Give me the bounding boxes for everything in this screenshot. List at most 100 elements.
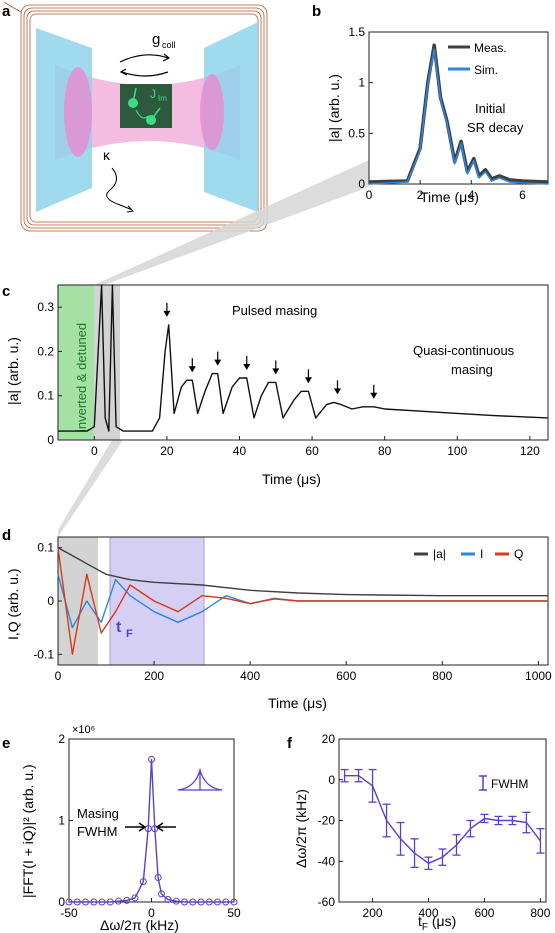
xtick-label-c-6: 120 <box>520 444 540 458</box>
peak-arrow-head-7 <box>370 392 378 399</box>
crystal <box>120 84 172 128</box>
data-point-e-5 <box>106 898 114 906</box>
zoom-wedge-b <box>94 160 369 285</box>
ytick-label-b-1: 0.5 <box>348 126 365 140</box>
peak-arrow-head-0 <box>163 310 171 317</box>
ytick-label-d-1: 0 <box>47 594 54 608</box>
ylabel-b: |a| (arb. u.) <box>326 74 342 142</box>
ytick-label-c-1: 0.1 <box>37 389 54 403</box>
annotation-e-1: Masing <box>77 806 119 821</box>
gcoll-sub: coll <box>162 40 176 50</box>
series-line-c-0 <box>58 284 549 432</box>
data-point-e-16 <box>172 897 180 905</box>
annotation-b-2: SR decay <box>467 120 524 135</box>
loss-arrow <box>106 167 133 211</box>
j-label: J <box>150 87 156 101</box>
xtick-label-b-2: 4 <box>468 188 475 202</box>
ytick-label-c-0: 0 <box>47 433 54 447</box>
xtick-label-b-1: 2 <box>417 188 424 202</box>
data-point-e-17 <box>181 898 188 906</box>
xtick-label-b-3: 6 <box>519 188 526 202</box>
plot-frame-c <box>57 284 549 441</box>
xtick-label-e-1: 0 <box>148 906 155 920</box>
ytick-label-e-0: 0 <box>58 895 65 909</box>
gcoll-arrow-top <box>119 54 169 63</box>
ylabel-d: I,Q (arb. u.) <box>5 568 21 640</box>
xtick-label-f-3: 800 <box>530 906 550 920</box>
panel-label-a: a <box>2 3 11 20</box>
data-point-e-3 <box>90 898 98 906</box>
annotation-pulsed: Pulsed masing <box>232 303 317 318</box>
xtick-label-c-5: 100 <box>447 444 467 458</box>
peak-arrow-head-1 <box>188 366 196 373</box>
ticks-d: 0 200 400 600 800 1000-0.100.1 <box>33 541 552 683</box>
spin-arrows <box>132 87 161 121</box>
right-mirror-face <box>200 74 224 150</box>
series-line-b-0 <box>368 43 549 184</box>
band-tF <box>109 536 205 666</box>
xlabel-d: Time (μs) <box>268 695 327 711</box>
xtick-label-f-2: 600 <box>474 906 494 920</box>
data-point-e-18 <box>189 898 197 906</box>
band-zoom-d <box>58 537 98 665</box>
inset-lineshape-icon <box>177 767 223 791</box>
xtick-label-c-0: 0 <box>91 444 98 458</box>
series-line-d-2 <box>57 547 548 655</box>
xtick-label-c-4: 80 <box>378 444 392 458</box>
data-point-e-0 <box>65 898 73 906</box>
annotation-e-2: FWHM <box>77 824 117 839</box>
data-point-e-10 <box>144 825 152 833</box>
xtick-label-f-1: 400 <box>418 906 438 920</box>
data-point-e-21 <box>214 898 221 906</box>
series-b <box>368 43 549 185</box>
series-line-e-0 <box>69 758 234 903</box>
plot-frame-b <box>368 31 549 185</box>
peak-arrows-c <box>163 302 378 399</box>
series-d <box>57 547 548 655</box>
ytick-label-b-3: 1.5 <box>348 25 365 39</box>
panel-label-f: f <box>287 735 293 752</box>
ytick-label-b-0: 0 <box>358 177 365 191</box>
multiplier-e: ×10⁶ <box>72 724 95 736</box>
xtick-label-d-4: 800 <box>432 669 452 683</box>
peak-arrow-head-5 <box>304 377 312 384</box>
panel-label-c: c <box>2 283 10 300</box>
panel-label-e: e <box>2 735 10 752</box>
ytick-label-e-2: 2 <box>58 732 65 746</box>
peak-arrow-head-4 <box>272 368 280 375</box>
legend-b: Meas. Sim. <box>448 41 507 77</box>
xtick-label-c-1: 20 <box>160 444 174 458</box>
ticks-b: 0 2 4 6 0 0.5 1 1.5 <box>348 25 526 202</box>
xtick-label-d-2: 400 <box>240 669 260 683</box>
legend-label-I: I <box>480 547 483 561</box>
series-c <box>58 284 549 432</box>
xtick-label-d-5: 1000 <box>525 669 552 683</box>
ytick-label-d-0: -0.1 <box>33 647 54 661</box>
band-inverted <box>58 285 94 440</box>
xtick-label-d-3: 600 <box>336 669 356 683</box>
panel-b: b 0 2 4 6 0 0.5 1 1.5 Meas. Sim. Initial SR dec… <box>312 3 549 205</box>
ytick-label-c-3: 0.3 <box>37 300 54 314</box>
gcoll-arrow-bottom <box>121 71 169 77</box>
ytick-label-e-1: 1 <box>58 814 65 828</box>
data-point-e-11 <box>148 755 155 763</box>
legend-f: FWHM <box>479 775 528 791</box>
xtick-label-b-0: 0 <box>366 188 373 202</box>
data-point-e-8 <box>131 894 139 902</box>
xtick-label-e-2: 50 <box>227 906 241 920</box>
ylabel-e: |FFT(I + iQ)|² (arb. u.) <box>20 764 36 898</box>
xtick-label-f-0: 200 <box>363 906 383 920</box>
j-sub: Im <box>158 94 167 103</box>
series-e <box>65 755 238 906</box>
right-mirror <box>204 22 258 212</box>
panel-label-d: d <box>2 527 11 544</box>
ytick-label-b-2: 1 <box>358 76 365 90</box>
ytick-label-f-1: -40 <box>318 854 336 868</box>
xtick-label-e-0: -50 <box>60 906 78 920</box>
legend-label-meas: Meas. <box>474 41 507 55</box>
coupling-arrow <box>135 109 149 119</box>
data-point-e-2 <box>82 898 89 906</box>
